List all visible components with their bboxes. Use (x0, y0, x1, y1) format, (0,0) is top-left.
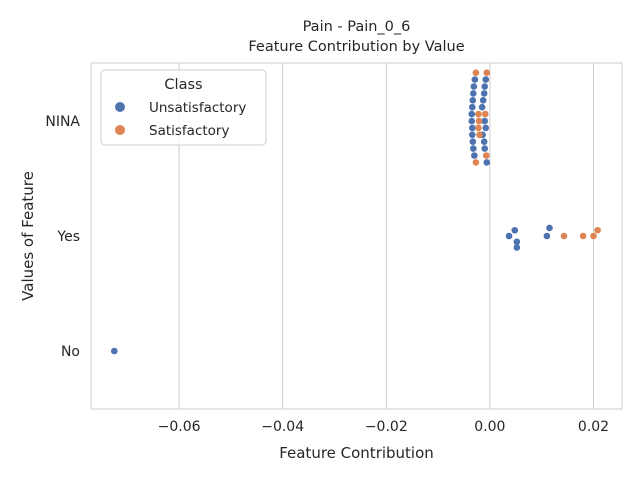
data-point-unsatisfactory (511, 226, 519, 234)
data-point-unsatisfactory (111, 347, 118, 355)
y-tick-label: NINA (45, 114, 80, 130)
data-point-satisfactory (475, 124, 482, 132)
chart-subtitle: Feature Contribution by Value (248, 39, 464, 55)
legend-box (100, 69, 267, 146)
data-point-unsatisfactory (481, 145, 489, 152)
data-point-satisfactory (481, 110, 489, 118)
data-point-unsatisfactory (481, 117, 489, 125)
data-point-unsatisfactory (468, 131, 476, 139)
x-tick-label: −0.04 (261, 419, 304, 435)
legend-marker-unsatisfactory (115, 102, 125, 112)
data-point-unsatisfactory (469, 97, 477, 104)
data-point-satisfactory (579, 232, 587, 240)
x-tick-label: 0.00 (474, 419, 505, 435)
y-axis-ticks: NINA Yes No (45, 114, 80, 360)
data-point-unsatisfactory (482, 76, 490, 83)
data-point-unsatisfactory (483, 159, 491, 166)
x-axis-ticks: −0.06 −0.04 −0.02 0.00 0.02 (158, 419, 609, 435)
data-point-satisfactory (560, 232, 568, 240)
data-point-satisfactory (472, 69, 480, 76)
data-point-satisfactory (476, 131, 483, 139)
data-point-unsatisfactory (470, 83, 478, 90)
data-point-unsatisfactory (480, 90, 488, 97)
legend-title: Class (164, 77, 202, 93)
data-point-unsatisfactory (480, 138, 488, 145)
data-point-satisfactory (482, 152, 490, 159)
data-point-unsatisfactory (468, 124, 476, 132)
data-point-satisfactory (590, 232, 597, 240)
data-point-unsatisfactory (543, 232, 551, 240)
data-point-unsatisfactory (470, 145, 477, 152)
data-point-unsatisfactory (468, 117, 476, 125)
data-point-satisfactory (472, 159, 480, 166)
data-point-unsatisfactory (482, 124, 490, 132)
y-tick-label: Yes (56, 229, 80, 245)
x-tick-label: −0.02 (365, 419, 408, 435)
data-point-satisfactory (483, 69, 491, 76)
data-point-unsatisfactory (481, 83, 489, 90)
data-point-unsatisfactory (513, 244, 521, 251)
data-point-satisfactory (475, 117, 483, 125)
data-point-unsatisfactory (546, 224, 553, 232)
y-tick-label: No (61, 344, 80, 360)
data-point-unsatisfactory (505, 232, 513, 240)
x-tick-label: 0.02 (578, 419, 609, 435)
chart-title: Pain - Pain_0_6 (303, 19, 411, 35)
data-point-unsatisfactory (471, 76, 479, 83)
data-point-unsatisfactory (478, 103, 486, 111)
data-point-unsatisfactory (513, 238, 521, 246)
data-point-unsatisfactory (468, 103, 476, 111)
data-point-satisfactory (594, 226, 601, 234)
legend-label-unsatisfactory: Unsatisfactory (149, 100, 246, 116)
x-tick-label: −0.06 (158, 419, 201, 435)
legend: Class Unsatisfactory Satisfactory (100, 69, 267, 146)
legend-marker-satisfactory (115, 125, 125, 135)
legend-label-satisfactory: Satisfactory (149, 123, 229, 139)
data-point-unsatisfactory (469, 138, 477, 145)
data-point-unsatisfactory (471, 152, 478, 159)
plot-frame (90, 62, 623, 410)
data-point-unsatisfactory (479, 97, 487, 104)
data-point-satisfactory (475, 110, 482, 118)
data-point-unsatisfactory (470, 90, 477, 97)
data-points (111, 69, 601, 355)
y-axis-label: Values of Feature (19, 171, 37, 301)
data-point-unsatisfactory (468, 110, 476, 118)
x-axis-label: Feature Contribution (279, 444, 434, 462)
